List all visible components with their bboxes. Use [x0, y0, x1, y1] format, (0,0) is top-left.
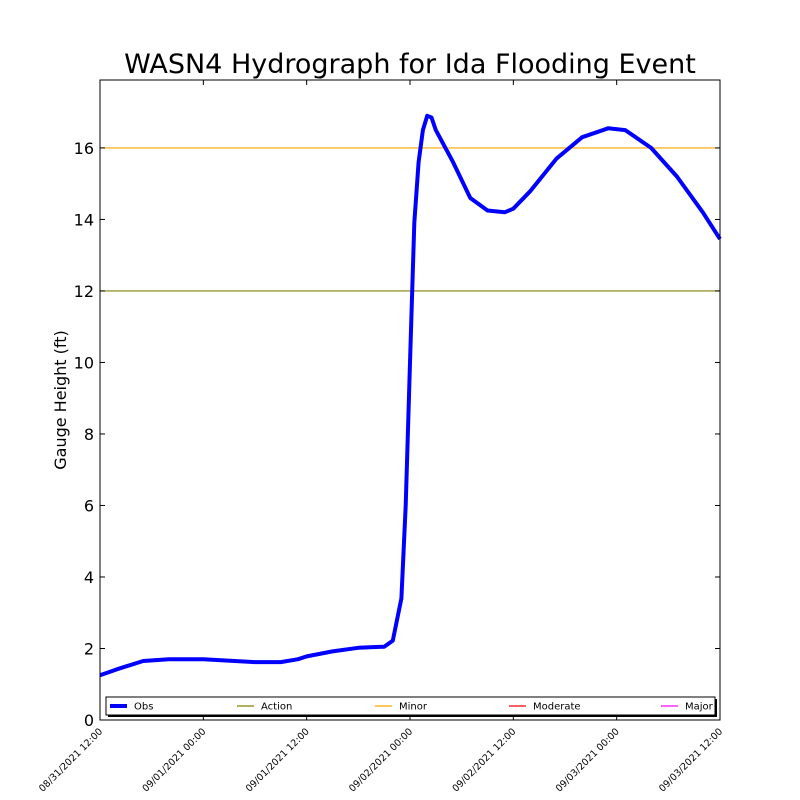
threshold-lines — [100, 147, 720, 292]
x-tick-label: 09/02/2021 00:00 — [347, 726, 415, 794]
legend-box — [105, 696, 716, 716]
y-tick-label: 0 — [84, 711, 94, 730]
series-lines — [99, 113, 722, 678]
x-tick-label: 08/31/2021 12:00 — [37, 726, 105, 794]
y-tick-label: 8 — [84, 425, 94, 444]
x-tick-label: 09/03/2021 12:00 — [657, 726, 725, 794]
y-axis-ticks: 0 2 4 6 8 10 12 14 16 — [74, 139, 720, 730]
y-tick-label: 6 — [84, 496, 94, 515]
x-axis-ticks: 08/31/2021 12:00 09/01/2021 00:00 09/01/20… — [37, 80, 725, 794]
legend-label-action: Action — [261, 702, 292, 713]
y-tick-label: 10 — [74, 353, 94, 372]
y-tick-label: 12 — [74, 282, 94, 301]
y-tick-label: 2 — [84, 639, 94, 658]
y-tick-label: 16 — [74, 139, 94, 158]
y-tick-label: 14 — [74, 210, 94, 229]
y-tick-label: 4 — [84, 568, 94, 587]
legend: Obs Action Minor Moderate Major — [105, 696, 717, 717]
x-tick-label: 09/02/2021 12:00 — [450, 726, 518, 794]
legend-label-minor: Minor — [399, 702, 428, 713]
series-line-obs — [99, 113, 722, 678]
x-tick-label: 09/01/2021 12:00 — [244, 726, 312, 794]
legend-label-obs: Obs — [134, 702, 153, 713]
legend-label-moderate: Moderate — [533, 702, 581, 713]
y-axis-label: Gauge Height (ft) — [51, 330, 70, 470]
x-tick-label: 09/03/2021 00:00 — [554, 726, 622, 794]
chart-title: WASN4 Hydrograph for Ida Flooding Event — [124, 49, 696, 80]
plot-area-frame — [99, 79, 721, 721]
legend-label-major: Major — [685, 702, 714, 713]
x-tick-label: 09/01/2021 00:00 — [140, 726, 208, 794]
